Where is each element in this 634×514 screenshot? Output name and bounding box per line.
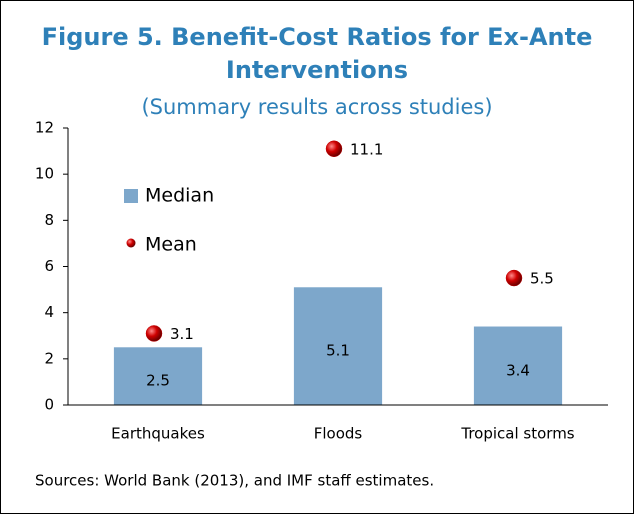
bar-label: 3.4 — [506, 361, 530, 379]
y-tick-label: 4 — [44, 303, 54, 321]
point-label: 11.1 — [350, 140, 383, 158]
mean-point — [325, 140, 343, 158]
mean-point — [145, 325, 163, 342]
bar — [113, 347, 203, 405]
bar-label: 2.5 — [146, 372, 170, 390]
point-label: 3.1 — [170, 325, 194, 343]
y-tick-label: 0 — [44, 396, 54, 414]
chart-subtitle: (Summary results across studies) — [141, 95, 492, 119]
source-note: Sources: World Bank (2013), and IMF staf… — [35, 472, 434, 490]
bar — [473, 326, 563, 405]
y-tick-label: 2 — [44, 349, 54, 367]
x-tick-label: Floods — [314, 425, 363, 443]
mean-point — [505, 269, 523, 287]
legend-label: Mean — [145, 234, 197, 256]
point-label: 5.5 — [530, 270, 554, 288]
legend-swatch — [124, 189, 138, 203]
legend-label: Median — [145, 185, 214, 207]
x-tick-label: Tropical storms — [460, 425, 574, 443]
bar-label: 5.1 — [326, 342, 350, 360]
chart-title: Figure 5. Benefit-Cost Ratios for Ex-Ant… — [42, 23, 593, 51]
legend-swatch — [126, 238, 136, 248]
y-tick-label: 6 — [44, 257, 54, 275]
x-tick-label: Earthquakes — [111, 425, 205, 443]
y-tick-label: 12 — [35, 119, 54, 137]
bar — [293, 287, 383, 405]
y-tick-label: 8 — [44, 211, 54, 229]
y-tick-label: 10 — [35, 165, 54, 183]
chart-title: Interventions — [226, 56, 408, 84]
